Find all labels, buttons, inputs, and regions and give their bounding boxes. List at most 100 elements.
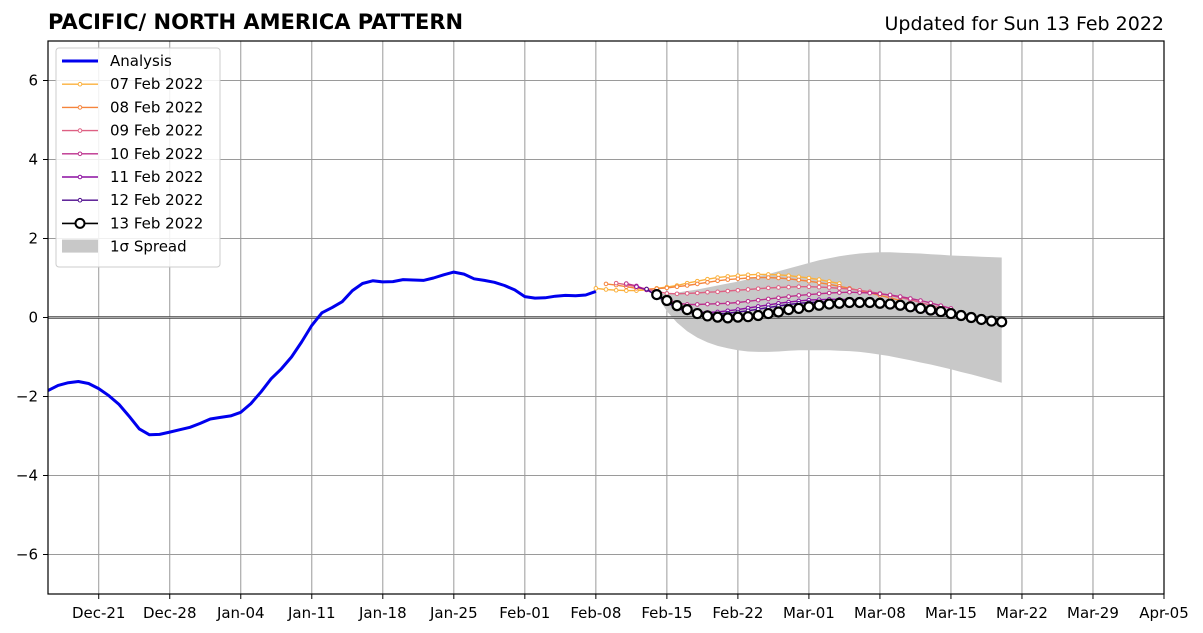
forecast-point — [837, 285, 842, 291]
analysis-line — [48, 270, 597, 437]
legend-label: 11 Feb 2022 — [110, 168, 203, 186]
forecast-point — [715, 278, 720, 284]
forecast-point — [796, 293, 802, 298]
y-tick-label: 2 — [28, 230, 38, 248]
forecast-point — [897, 294, 903, 299]
forecast-point — [762, 307, 774, 320]
forecast-point — [674, 284, 680, 289]
forecast-point — [664, 285, 670, 291]
forecast-point — [705, 289, 710, 295]
legend-marker — [77, 151, 83, 157]
forecast-point — [735, 300, 741, 305]
forecast-point — [651, 288, 663, 301]
forecast-point — [793, 302, 805, 315]
legend-label: 12 Feb 2022 — [110, 191, 203, 209]
x-tick-label: Mar-29 — [1067, 604, 1119, 622]
forecast-point — [864, 296, 876, 309]
forecast-point — [722, 312, 734, 324]
forecast-point — [745, 287, 751, 292]
x-tick-label: Jan-25 — [429, 604, 478, 622]
forecast-point — [806, 278, 812, 284]
forecast-point — [776, 275, 781, 281]
y-tick-label: −2 — [16, 388, 38, 406]
forecast-point — [908, 296, 913, 301]
plot-area: Dec-21 Dec-28 Jan-04 Jan-11 Jan-18 Jan-25 Feb-… — [16, 40, 1189, 623]
forecast-point — [786, 294, 791, 299]
legend-item: 1σ Spread — [62, 238, 187, 256]
legend-box — [55, 47, 221, 268]
x-tick-label: Feb-22 — [712, 604, 763, 622]
legend-marker — [77, 197, 83, 203]
forecast-point — [766, 275, 771, 280]
forecast-point — [806, 292, 812, 297]
forecast-point — [857, 290, 862, 295]
forecast-point — [634, 284, 639, 289]
forecast-point — [644, 286, 649, 292]
x-tick-label: Apr-05 — [1139, 604, 1189, 622]
forecast-point — [826, 290, 832, 296]
legend: Analysis 07 Feb 2022 08 Feb 2022 09 Feb 202… — [55, 47, 221, 268]
legend-label: 08 Feb 2022 — [110, 98, 203, 116]
forecast-point — [732, 311, 744, 323]
forecast-point — [772, 306, 785, 318]
forecast-point — [593, 285, 599, 291]
forecast-point — [837, 290, 842, 295]
forecast-point — [691, 307, 703, 320]
forecast-point — [823, 298, 835, 310]
forecast-point — [867, 290, 873, 296]
legend-marker — [77, 174, 83, 180]
legend-marker — [77, 105, 83, 110]
legend-marker — [77, 81, 83, 87]
forecast-point — [684, 291, 690, 296]
forecast-point — [796, 284, 802, 289]
forecast-point — [955, 309, 967, 322]
forecast-point — [735, 287, 741, 293]
x-tick-label: Feb-08 — [570, 604, 621, 622]
forecast-point — [705, 280, 710, 285]
forecast-point — [803, 301, 815, 313]
forecast-point — [671, 300, 683, 312]
forecast-point — [816, 291, 822, 297]
plot-series — [48, 252, 1164, 437]
forecast-point — [674, 291, 680, 297]
x-tick-label: Mar-22 — [996, 604, 1048, 622]
forecast-point — [766, 285, 771, 291]
forecast-point — [833, 297, 845, 309]
forecast-point — [847, 289, 852, 295]
forecast-point — [623, 281, 629, 286]
forecast-point — [613, 280, 619, 286]
forecast-point — [826, 285, 832, 290]
forecast-point — [935, 305, 947, 318]
legend-item: 13 Feb 2022 — [62, 214, 203, 232]
forecast-point — [735, 276, 741, 282]
forecast-point — [715, 289, 720, 295]
legend-item: 12 Feb 2022 — [62, 191, 203, 209]
forecast-point — [884, 298, 896, 310]
y-tick-label: 0 — [28, 309, 38, 327]
legend-item: Analysis — [62, 52, 172, 70]
forecast-point — [894, 299, 906, 311]
forecast-point — [874, 297, 886, 309]
forecast-point — [806, 284, 812, 289]
forecast-point — [925, 304, 937, 316]
forecast-point — [766, 296, 771, 302]
forecast-point — [701, 310, 714, 322]
legend-label: 07 Feb 2022 — [110, 75, 203, 93]
forecast-point — [816, 284, 822, 290]
forecast-point — [965, 311, 977, 324]
forecast-point — [725, 288, 731, 294]
legend-label: 1σ Spread — [110, 238, 187, 256]
forecast-point — [752, 309, 764, 322]
legend-label: 13 Feb 2022 — [110, 214, 203, 232]
axes-ticks: Dec-21 Dec-28 Jan-04 Jan-11 Jan-18 Jan-25 Feb-… — [16, 72, 1189, 623]
legend-label: 10 Feb 2022 — [110, 145, 203, 163]
forecast-point — [755, 286, 761, 291]
forecast-point — [603, 287, 609, 292]
legend-item: 08 Feb 2022 — [62, 98, 203, 116]
forecast-point — [945, 307, 957, 320]
x-tick-label: Jan-11 — [287, 604, 336, 622]
forecast-point — [816, 280, 822, 286]
legend-label: 09 Feb 2022 — [110, 122, 203, 140]
y-tick-label: −4 — [16, 467, 38, 485]
